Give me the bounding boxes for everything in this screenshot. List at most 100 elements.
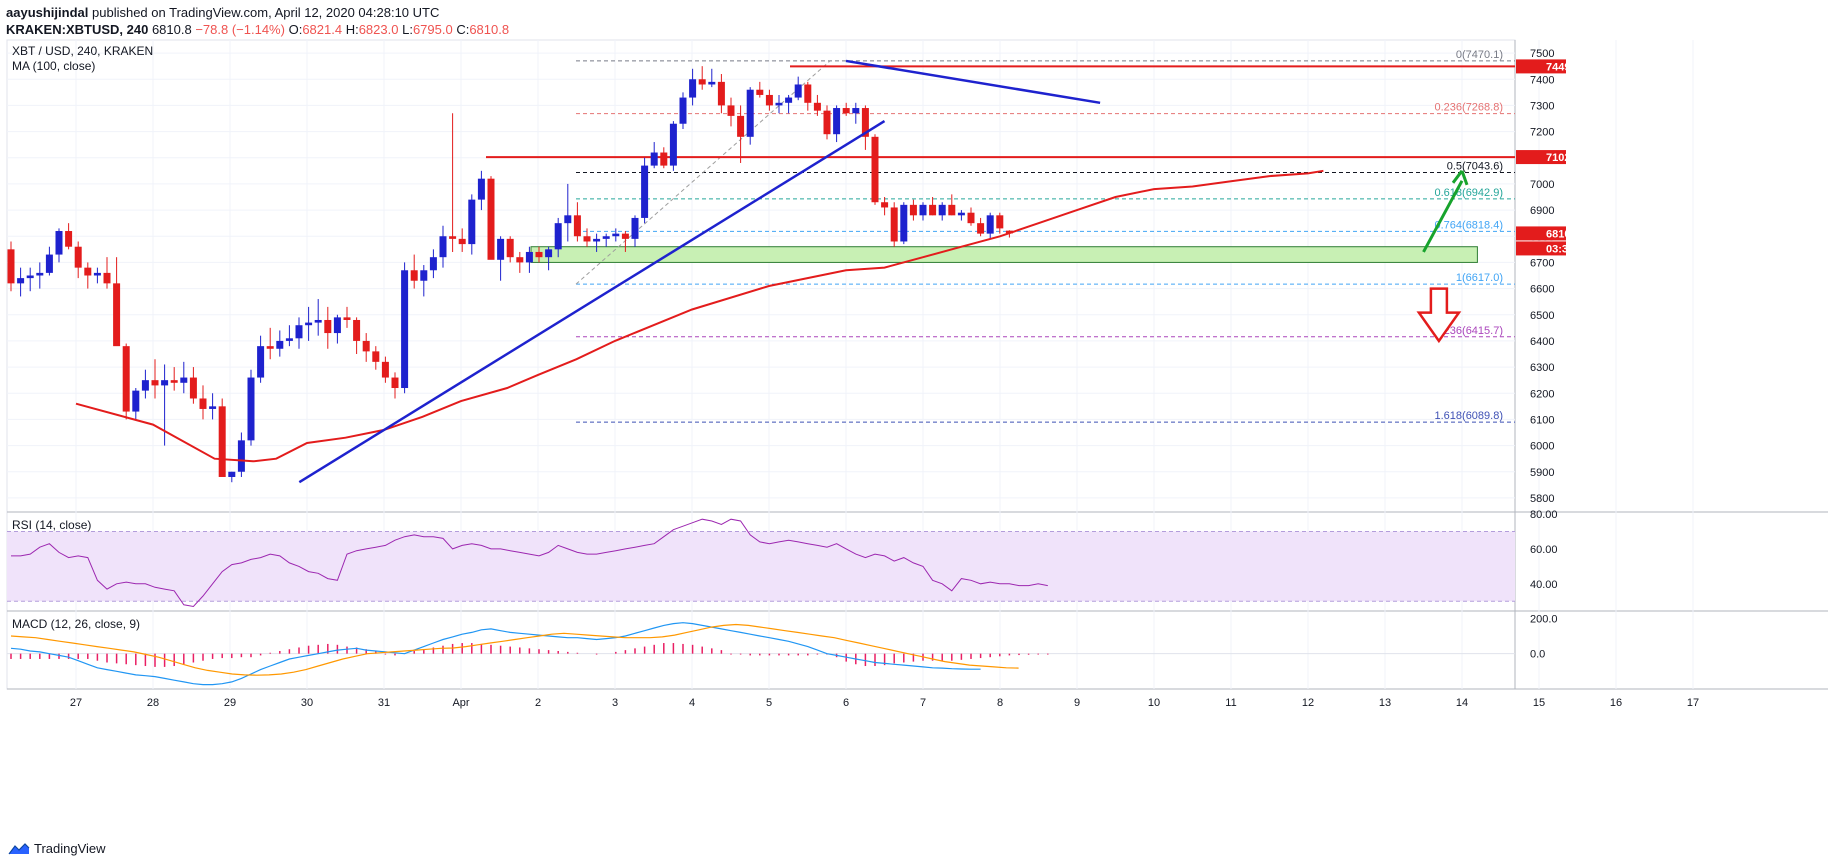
candle-body bbox=[36, 272, 44, 276]
candle bbox=[7, 241, 15, 292]
candle-body bbox=[247, 377, 255, 441]
candle bbox=[804, 81, 812, 111]
candle-body bbox=[967, 212, 975, 224]
candle bbox=[794, 76, 802, 101]
candle bbox=[641, 157, 649, 224]
x-tick-label: 4 bbox=[689, 697, 695, 709]
candle bbox=[919, 202, 927, 221]
candle bbox=[516, 251, 524, 273]
price-tag-countdown-bg bbox=[1516, 241, 1566, 256]
candle bbox=[74, 241, 82, 279]
candle bbox=[362, 333, 370, 362]
macd-signal-line bbox=[10, 623, 1019, 676]
candle-body bbox=[890, 207, 898, 242]
candle-body bbox=[583, 236, 591, 242]
candle-body bbox=[7, 249, 15, 284]
candle bbox=[84, 262, 92, 289]
candle-body bbox=[535, 251, 543, 258]
candle bbox=[276, 330, 284, 357]
candle bbox=[314, 299, 322, 336]
candle-body bbox=[612, 233, 620, 237]
candle-body bbox=[986, 215, 994, 234]
candle-body bbox=[842, 108, 850, 114]
candle-body bbox=[477, 178, 485, 200]
candle bbox=[257, 335, 265, 383]
candle bbox=[372, 346, 380, 370]
candle-body bbox=[602, 236, 610, 239]
candle-body bbox=[823, 110, 831, 135]
candle-body bbox=[727, 105, 735, 116]
x-tick-label: 13 bbox=[1379, 697, 1391, 709]
fib-level-label: 0.236(7268.8) bbox=[1435, 102, 1504, 114]
candle bbox=[727, 97, 735, 127]
candle bbox=[823, 105, 831, 140]
open-value: 6821.4 bbox=[302, 22, 343, 37]
candle bbox=[785, 94, 793, 114]
close-value: 6810.8 bbox=[469, 22, 510, 37]
candle-body bbox=[545, 249, 553, 258]
candle-body bbox=[497, 238, 505, 260]
candle bbox=[890, 202, 898, 247]
candle-body bbox=[333, 317, 341, 334]
candle bbox=[497, 236, 505, 281]
candle bbox=[631, 215, 639, 247]
candle bbox=[189, 367, 197, 404]
candle-body bbox=[17, 278, 25, 284]
price-tag-last: 6810.8 bbox=[1546, 228, 1580, 240]
y-tick-label: 7300 bbox=[1530, 100, 1554, 112]
macd-zero-label: 0.0 bbox=[1530, 649, 1545, 661]
candle bbox=[151, 359, 159, 399]
y-tick-label: 7500 bbox=[1530, 48, 1554, 60]
y-tick-label: 6100 bbox=[1530, 414, 1554, 426]
candle bbox=[708, 68, 716, 88]
y-tick-label: 6000 bbox=[1530, 441, 1554, 453]
candle bbox=[573, 202, 581, 242]
x-tick-label: 11 bbox=[1225, 697, 1236, 709]
candle-body bbox=[948, 204, 956, 216]
tradingview-footer[interactable]: TradingView bbox=[8, 841, 106, 856]
candle bbox=[525, 246, 533, 273]
candle-body bbox=[266, 346, 274, 349]
candle-body bbox=[593, 238, 601, 242]
published-text: published on TradingView.com, April 12, … bbox=[92, 5, 440, 20]
candle-body bbox=[679, 97, 687, 124]
x-tick-label: Apr bbox=[452, 697, 469, 709]
candle-body bbox=[775, 102, 783, 106]
candle-body bbox=[660, 152, 668, 166]
candle bbox=[986, 212, 994, 239]
candle bbox=[449, 113, 457, 252]
candle-body bbox=[641, 165, 649, 218]
x-tick-label: 8 bbox=[997, 697, 1003, 709]
candle-body bbox=[93, 272, 101, 276]
candle bbox=[55, 228, 63, 263]
y-tick-label: 6500 bbox=[1530, 310, 1554, 322]
tradingview-brand: TradingView bbox=[34, 841, 106, 856]
candle bbox=[170, 367, 178, 391]
candle-body bbox=[228, 471, 236, 477]
close-label: C: bbox=[456, 22, 470, 37]
support-zone bbox=[530, 246, 1478, 263]
macd-top-label: 200.0 bbox=[1530, 613, 1558, 625]
candle-body bbox=[55, 231, 63, 255]
y-tick-label: 7200 bbox=[1530, 127, 1554, 139]
candle-body bbox=[103, 272, 111, 284]
macd-line bbox=[10, 622, 981, 686]
candle-body bbox=[305, 322, 313, 326]
candle bbox=[468, 194, 476, 255]
candle-body bbox=[737, 115, 745, 137]
x-tick-label: 2 bbox=[535, 697, 541, 709]
x-tick-label: 29 bbox=[224, 697, 236, 709]
candle-body bbox=[26, 275, 34, 279]
candle bbox=[410, 254, 418, 289]
candle-body bbox=[170, 380, 178, 383]
candle-body bbox=[295, 325, 303, 339]
candle bbox=[36, 262, 44, 289]
candle-body bbox=[852, 108, 860, 114]
x-tick-label: 27 bbox=[70, 697, 82, 709]
candle bbox=[765, 89, 773, 111]
high-label: H: bbox=[345, 22, 359, 37]
author-name[interactable]: aayushijindal bbox=[6, 5, 89, 20]
candle bbox=[285, 325, 293, 347]
candle-body bbox=[871, 136, 879, 203]
